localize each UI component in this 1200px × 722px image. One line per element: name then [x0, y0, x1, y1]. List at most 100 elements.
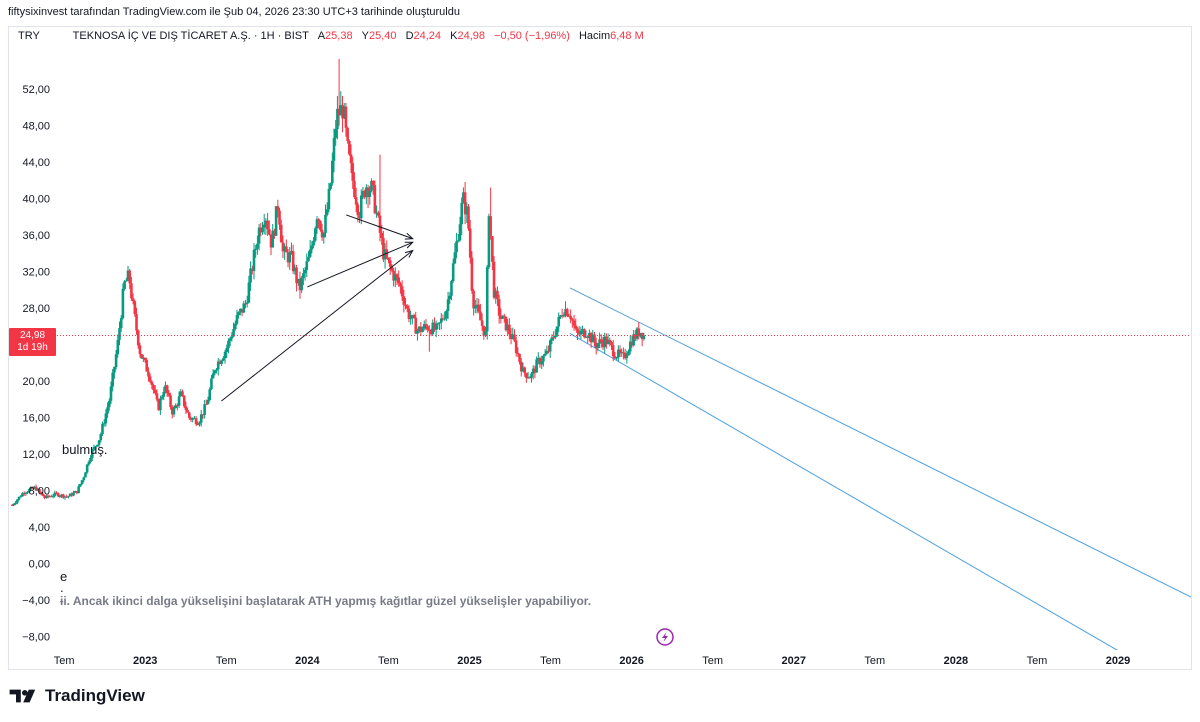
- candle-body: [380, 232, 383, 239]
- attribution-text: fiftysixinvest tarafından TradingView.co…: [8, 6, 460, 18]
- candle-body: [358, 215, 361, 219]
- low-value: 24,24: [413, 30, 442, 42]
- candle-body: [116, 339, 120, 355]
- bar-countdown: 1d 19h: [17, 342, 48, 353]
- candle-body: [17, 496, 21, 500]
- candle-body: [448, 295, 452, 300]
- candle-body: [622, 352, 625, 354]
- candle-body: [613, 356, 617, 359]
- candle-body: [407, 308, 411, 320]
- candle-body: [193, 418, 196, 420]
- candle-body: [565, 309, 569, 317]
- candle-body: [41, 493, 45, 497]
- candle-body: [87, 461, 91, 465]
- candle-body: [165, 385, 169, 394]
- candle-body: [593, 334, 596, 343]
- y-tick-label: 40,00: [22, 194, 50, 206]
- candle-body: [325, 209, 329, 215]
- last-price-value: 24,98: [19, 330, 46, 341]
- candle-body: [43, 496, 46, 498]
- candle-body: [80, 480, 84, 485]
- candle-body: [635, 328, 639, 339]
- trend-arrow-line[interactable]: [346, 214, 413, 240]
- candle-body: [579, 330, 583, 335]
- candle-body: [375, 212, 378, 214]
- candle-body: [617, 349, 620, 358]
- candle-body: [421, 328, 424, 332]
- candle-body: [29, 487, 33, 490]
- candle-body: [169, 395, 172, 407]
- candle-body: [397, 277, 401, 284]
- candle-body: [346, 127, 349, 141]
- candle-body: [589, 333, 593, 343]
- candle-body: [320, 230, 324, 238]
- candle-body: [567, 316, 571, 318]
- candle-body: [223, 351, 227, 359]
- candle-body: [365, 187, 368, 198]
- candle-body: [625, 355, 629, 359]
- x-tick-label: 2024: [295, 655, 320, 667]
- candle-body: [220, 360, 223, 364]
- x-tick-label: 2029: [1106, 655, 1130, 667]
- candle-body: [160, 396, 164, 399]
- candle-body: [196, 424, 200, 426]
- symbol-title: TEKNOSA İÇ VE DIŞ TİCARET A.Ş. · 1H · BI…: [72, 30, 309, 42]
- candle-body: [559, 315, 562, 317]
- event-icon[interactable]: [656, 628, 674, 646]
- volume-value: 6,48 M: [610, 30, 644, 42]
- candle-body: [259, 227, 263, 233]
- candle-body: [31, 487, 34, 489]
- candle-body: [153, 390, 157, 394]
- candle-body: [101, 423, 104, 435]
- candle-body: [276, 206, 280, 211]
- candle-body: [445, 311, 448, 319]
- candle-body: [620, 352, 624, 354]
- candle-body: [60, 494, 63, 497]
- candle-body: [474, 306, 477, 309]
- candle-body: [640, 332, 644, 340]
- tradingview-brand[interactable]: TradingView: [9, 686, 145, 706]
- candle-body: [395, 274, 399, 278]
- candle-body: [63, 496, 67, 498]
- candle-body: [348, 140, 351, 155]
- candle-body: [446, 299, 450, 312]
- candle-body: [525, 373, 528, 378]
- candle-body: [235, 315, 239, 324]
- trend-arrow-line[interactable]: [307, 241, 413, 288]
- candle-body: [564, 309, 567, 316]
- y-axis: 52,0048,0044,0040,0036,0032,0028,0024,00…: [22, 84, 50, 643]
- candle-body: [497, 299, 501, 316]
- candle-body: [211, 373, 215, 379]
- candle-body: [285, 246, 288, 253]
- candle-body: [572, 320, 576, 326]
- y-tick-label: −4,00: [22, 595, 50, 607]
- candle-body: [256, 243, 259, 249]
- candle-body: [136, 330, 140, 346]
- x-axis: Tem 2023 Tem 2024 Tem 2025 Tem 2026 Tem 2027 Tem 20…: [54, 655, 1131, 667]
- candle-body: [50, 496, 53, 498]
- candle-body: [623, 353, 627, 359]
- candle-body: [290, 251, 293, 253]
- candle-body: [56, 493, 60, 497]
- candle-body: [262, 224, 266, 228]
- symbol-legend[interactable]: TRY TEKNOSA İÇ VE DIŞ TİCARET A.Ş. · 1H …: [18, 30, 644, 42]
- x-tick-label: Tem: [216, 655, 237, 667]
- channel-line-upper[interactable]: [569, 287, 1191, 598]
- candle-body: [639, 332, 642, 337]
- candle-body: [152, 384, 155, 391]
- candle-body: [351, 163, 355, 181]
- candle-body: [133, 301, 137, 315]
- candle-body: [354, 197, 358, 205]
- x-tick-label: Tem: [702, 655, 723, 667]
- candle-body: [550, 337, 554, 341]
- channel-line-lower[interactable]: [569, 333, 1191, 692]
- y-tick-label: 44,00: [22, 157, 50, 169]
- candle-body: [307, 256, 310, 262]
- candle-body: [499, 315, 503, 319]
- trend-arrow-line[interactable]: [221, 250, 414, 402]
- y-tick-label: 8,00: [29, 485, 50, 497]
- candle-body: [118, 328, 121, 340]
- candle-body: [257, 227, 261, 244]
- candle-body: [376, 212, 380, 216]
